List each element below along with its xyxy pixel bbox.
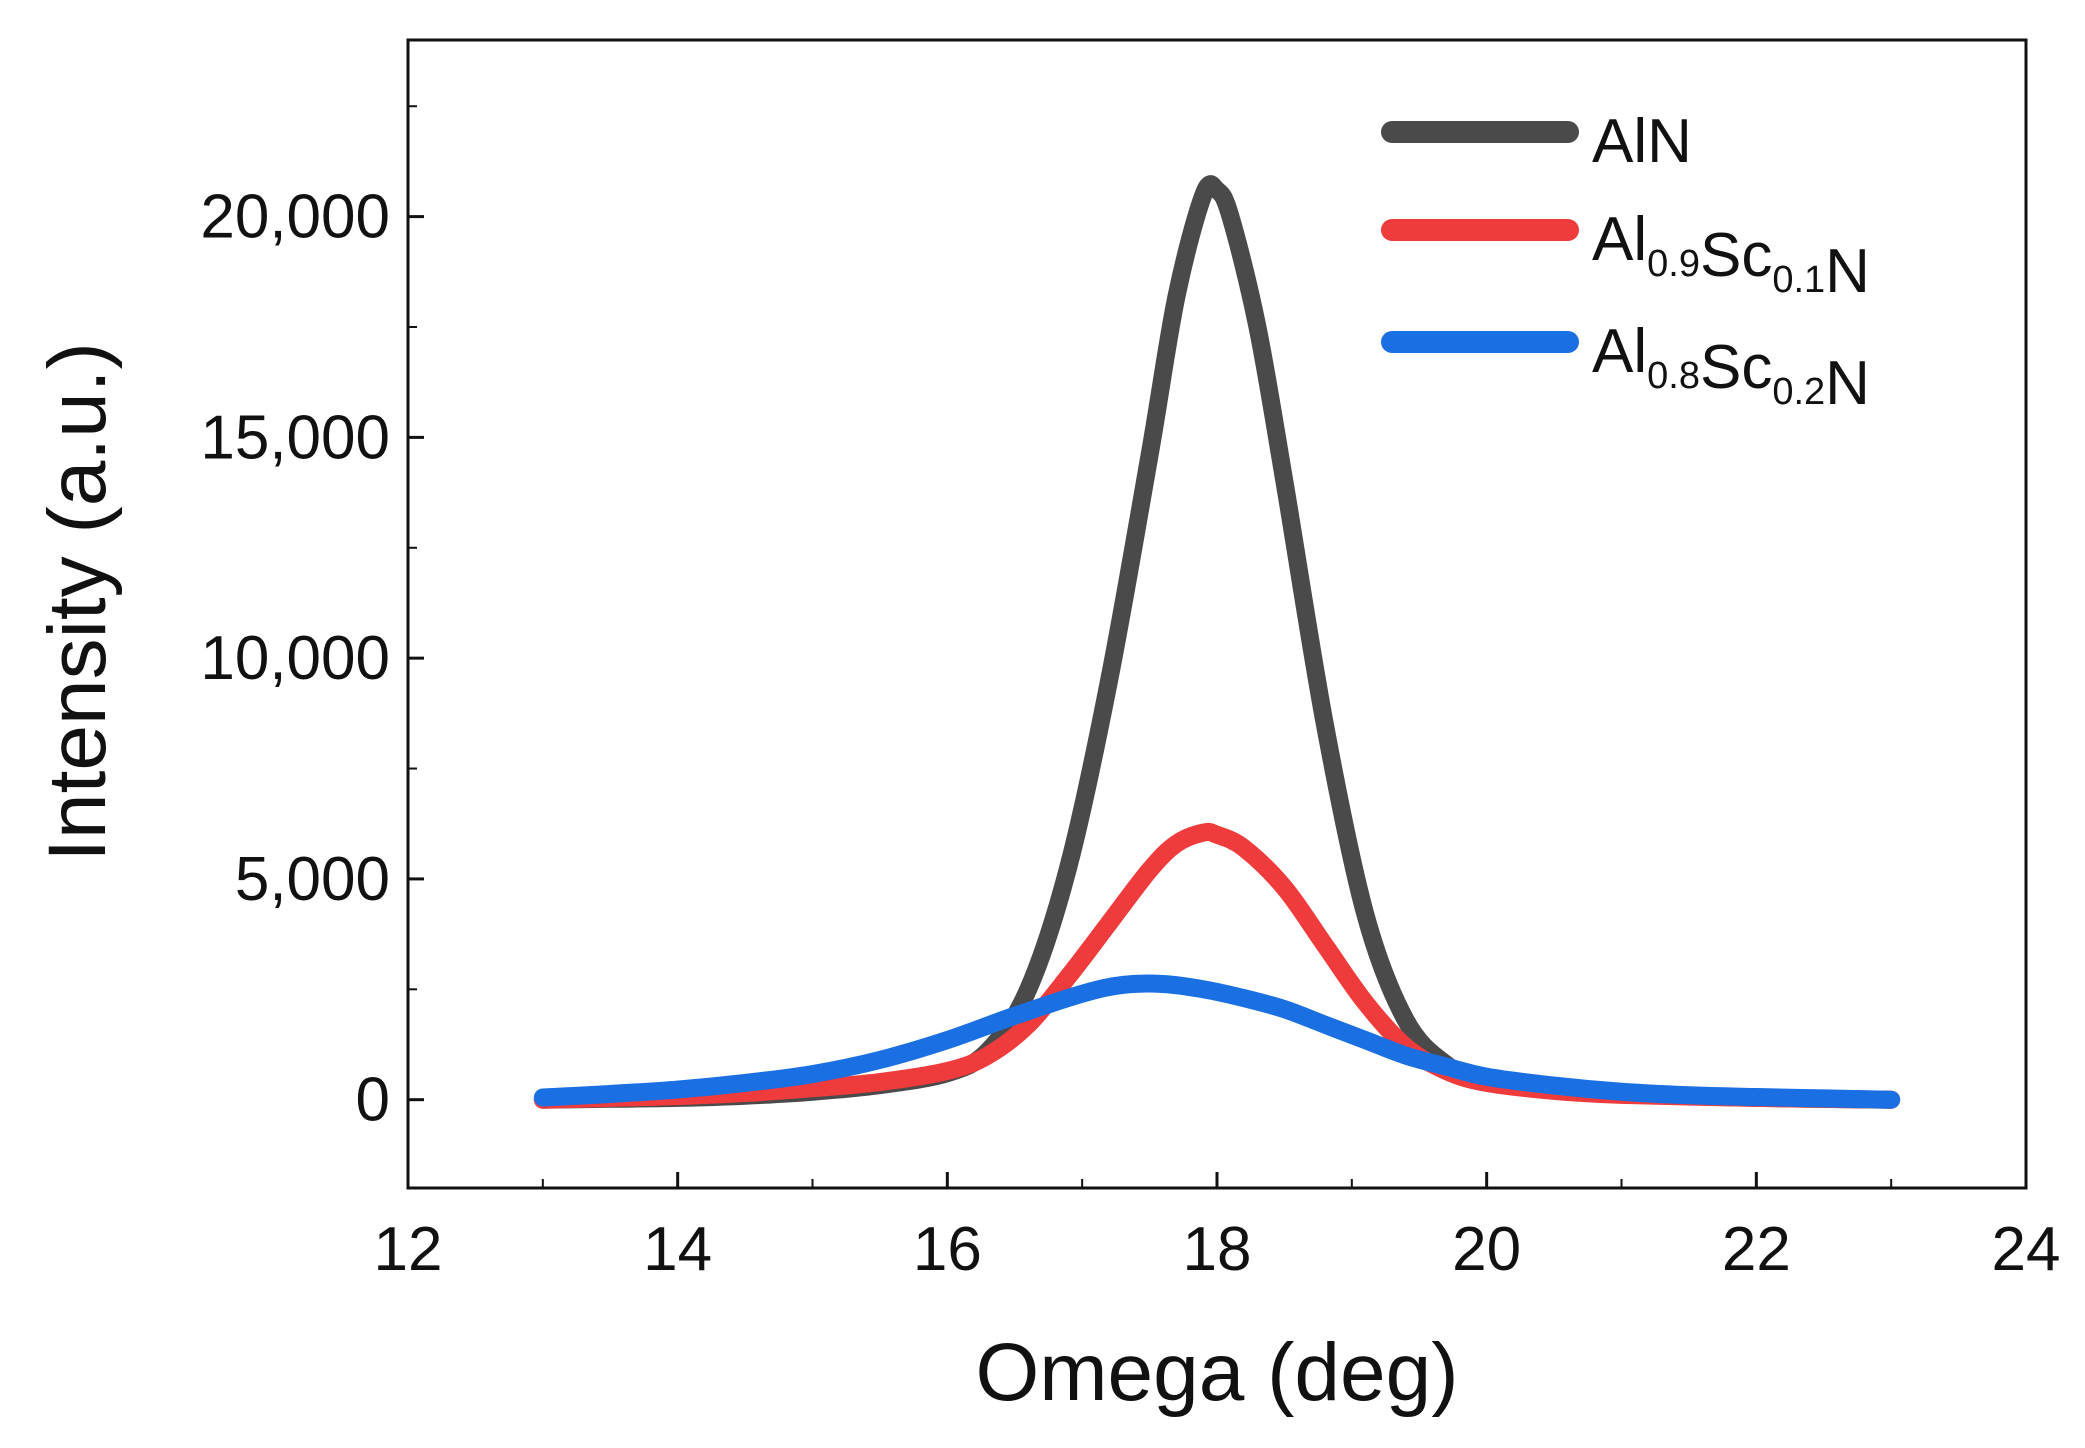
- x-tick-label: 18: [1183, 1215, 1252, 1284]
- legend-subscript: 0.2: [1772, 371, 1825, 413]
- legend-element-symbol: N: [1825, 349, 1870, 418]
- series-layer: [533, 175, 1901, 1109]
- legend-element-symbol: Sc: [1700, 221, 1772, 290]
- x-tick-label: 22: [1722, 1215, 1791, 1284]
- y-axis-title: Intensity (a.u.): [32, 342, 123, 862]
- legend-element-symbol: Sc: [1700, 333, 1772, 402]
- legend-label-2: Al0.9Sc0.1N: [1592, 205, 1870, 306]
- x-axis: 12 14 16 18 20 22 24: [374, 1172, 2061, 1284]
- legend-element-symbol: N: [1825, 237, 1870, 306]
- y-axis: 0 5,000 10,000 15,000 20,000: [200, 105, 424, 1135]
- legend-item-1: AlN: [1381, 107, 1692, 176]
- legend-subscript: 0.1: [1772, 259, 1825, 301]
- legend-label-1: AlN: [1592, 107, 1692, 176]
- legend-subscript: 0.8: [1647, 355, 1700, 397]
- y-tick-label: 10,000: [200, 624, 390, 693]
- x-axis-title: Omega (deg): [975, 1327, 1458, 1418]
- x-tick-label: 24: [1992, 1215, 2061, 1284]
- y-tick-label: 15,000: [200, 403, 390, 472]
- x-tick-label: 14: [643, 1215, 712, 1284]
- y-tick-label: 5,000: [235, 845, 390, 914]
- x-tick-label: 12: [374, 1215, 443, 1284]
- y-tick-label: 0: [356, 1066, 390, 1135]
- legend-item-3: Al0.8Sc0.2N: [1381, 317, 1870, 418]
- series-line-3: [533, 974, 1901, 1109]
- x-tick-label: 20: [1452, 1215, 1521, 1284]
- legend-element-symbol: Al: [1592, 317, 1647, 386]
- legend-subscript: 0.9: [1647, 243, 1700, 285]
- y-tick-label: 20,000: [200, 183, 390, 252]
- legend-label-3: Al0.8Sc0.2N: [1592, 317, 1870, 418]
- legend-item-2: Al0.9Sc0.1N: [1381, 205, 1870, 306]
- legend-element-symbol: Al: [1592, 205, 1647, 274]
- x-tick-label: 16: [913, 1215, 982, 1284]
